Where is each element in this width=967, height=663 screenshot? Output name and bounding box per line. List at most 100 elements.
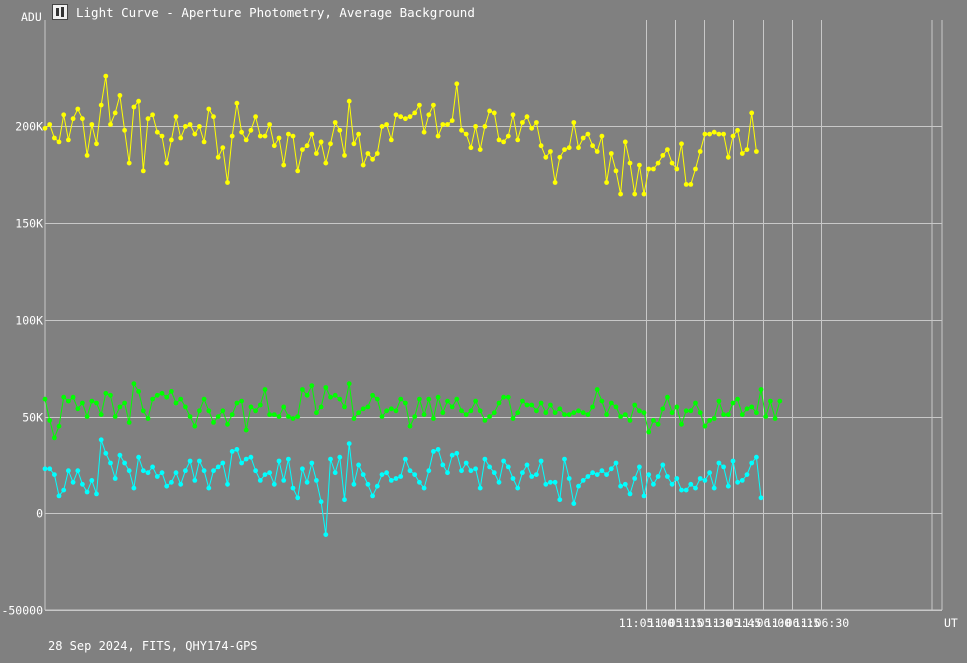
series-3 bbox=[42, 437, 764, 537]
footer-info: 28 Sep 2024, FITS, QHY174-GPS bbox=[48, 639, 258, 653]
data-point bbox=[665, 147, 670, 153]
data-point bbox=[70, 116, 76, 122]
data-point bbox=[103, 390, 109, 396]
x-axis-title: UT bbox=[944, 616, 958, 630]
data-point bbox=[398, 396, 404, 402]
data-point bbox=[683, 408, 689, 414]
data-point bbox=[515, 410, 521, 416]
data-point bbox=[271, 143, 277, 149]
data-point bbox=[552, 410, 558, 416]
data-point bbox=[328, 394, 333, 400]
data-point bbox=[435, 447, 441, 452]
data-point bbox=[613, 168, 619, 174]
data-point bbox=[192, 131, 198, 137]
data-point bbox=[318, 499, 324, 505]
data-point bbox=[351, 481, 357, 487]
data-point bbox=[468, 145, 474, 151]
data-point bbox=[215, 464, 221, 470]
data-point bbox=[159, 133, 165, 139]
data-point bbox=[505, 133, 511, 139]
data-point bbox=[225, 481, 230, 487]
data-point bbox=[758, 387, 764, 392]
data-point bbox=[94, 141, 99, 147]
data-point bbox=[304, 392, 310, 398]
data-point bbox=[75, 468, 81, 474]
data-point bbox=[627, 160, 633, 166]
data-point bbox=[529, 402, 535, 408]
data-point bbox=[604, 180, 609, 185]
data-point bbox=[108, 460, 113, 466]
data-point bbox=[674, 476, 680, 481]
data-point bbox=[768, 398, 773, 404]
x-tick-label: 11:05:15 bbox=[648, 616, 703, 630]
data-point bbox=[225, 421, 230, 427]
data-point bbox=[229, 412, 235, 417]
data-point bbox=[314, 151, 319, 156]
data-point bbox=[66, 137, 71, 143]
app-icon[interactable] bbox=[52, 4, 68, 20]
data-point bbox=[487, 108, 492, 114]
data-point bbox=[585, 474, 591, 479]
data-point bbox=[763, 414, 769, 419]
x-tick-label: 11:06:15 bbox=[765, 616, 820, 630]
data-point bbox=[178, 481, 184, 487]
data-point bbox=[286, 414, 291, 419]
data-point bbox=[655, 421, 661, 427]
data-point bbox=[510, 416, 516, 421]
data-point bbox=[496, 479, 502, 485]
chart-title: Light Curve - Aperture Photometry, Avera… bbox=[76, 4, 475, 20]
data-point bbox=[529, 125, 535, 131]
data-point bbox=[393, 476, 399, 481]
data-point bbox=[173, 470, 179, 476]
data-point bbox=[627, 491, 633, 497]
data-point bbox=[543, 154, 549, 160]
data-point bbox=[468, 408, 474, 414]
data-point bbox=[159, 470, 165, 476]
data-point bbox=[117, 93, 123, 98]
data-point bbox=[80, 481, 85, 487]
data-point bbox=[669, 160, 675, 166]
data-point bbox=[721, 412, 726, 417]
data-point bbox=[548, 149, 553, 154]
data-point bbox=[711, 129, 717, 135]
data-point bbox=[627, 418, 633, 423]
data-point bbox=[538, 400, 544, 406]
data-point bbox=[655, 160, 661, 166]
data-point bbox=[454, 396, 460, 402]
data-point bbox=[693, 485, 698, 491]
data-point bbox=[145, 470, 151, 476]
data-point bbox=[431, 416, 436, 421]
data-point bbox=[239, 460, 245, 466]
data-point bbox=[674, 404, 680, 410]
data-point bbox=[365, 404, 371, 410]
data-point bbox=[164, 394, 170, 400]
data-point bbox=[669, 481, 675, 487]
data-point bbox=[445, 470, 450, 476]
data-point bbox=[126, 468, 132, 474]
data-point bbox=[136, 454, 142, 460]
data-point bbox=[197, 458, 202, 464]
data-point bbox=[632, 402, 638, 408]
data-point bbox=[318, 139, 324, 145]
data-point bbox=[491, 470, 497, 476]
data-point bbox=[403, 400, 408, 406]
x-tick-label: 11:06:00 bbox=[736, 616, 791, 630]
data-point bbox=[622, 481, 628, 487]
data-point bbox=[257, 402, 263, 408]
data-point bbox=[585, 412, 591, 417]
data-point bbox=[309, 131, 315, 137]
data-point bbox=[571, 410, 577, 416]
data-point bbox=[412, 414, 418, 419]
data-point bbox=[716, 398, 722, 404]
data-point bbox=[421, 412, 427, 417]
grid-lines bbox=[44, 20, 943, 611]
data-point bbox=[164, 483, 170, 489]
data-point bbox=[206, 408, 212, 414]
data-point bbox=[702, 131, 708, 137]
data-point bbox=[295, 495, 301, 501]
data-point bbox=[735, 479, 740, 485]
data-point bbox=[187, 458, 193, 464]
data-point bbox=[754, 410, 759, 416]
data-point bbox=[491, 110, 497, 116]
data-point bbox=[665, 394, 670, 400]
